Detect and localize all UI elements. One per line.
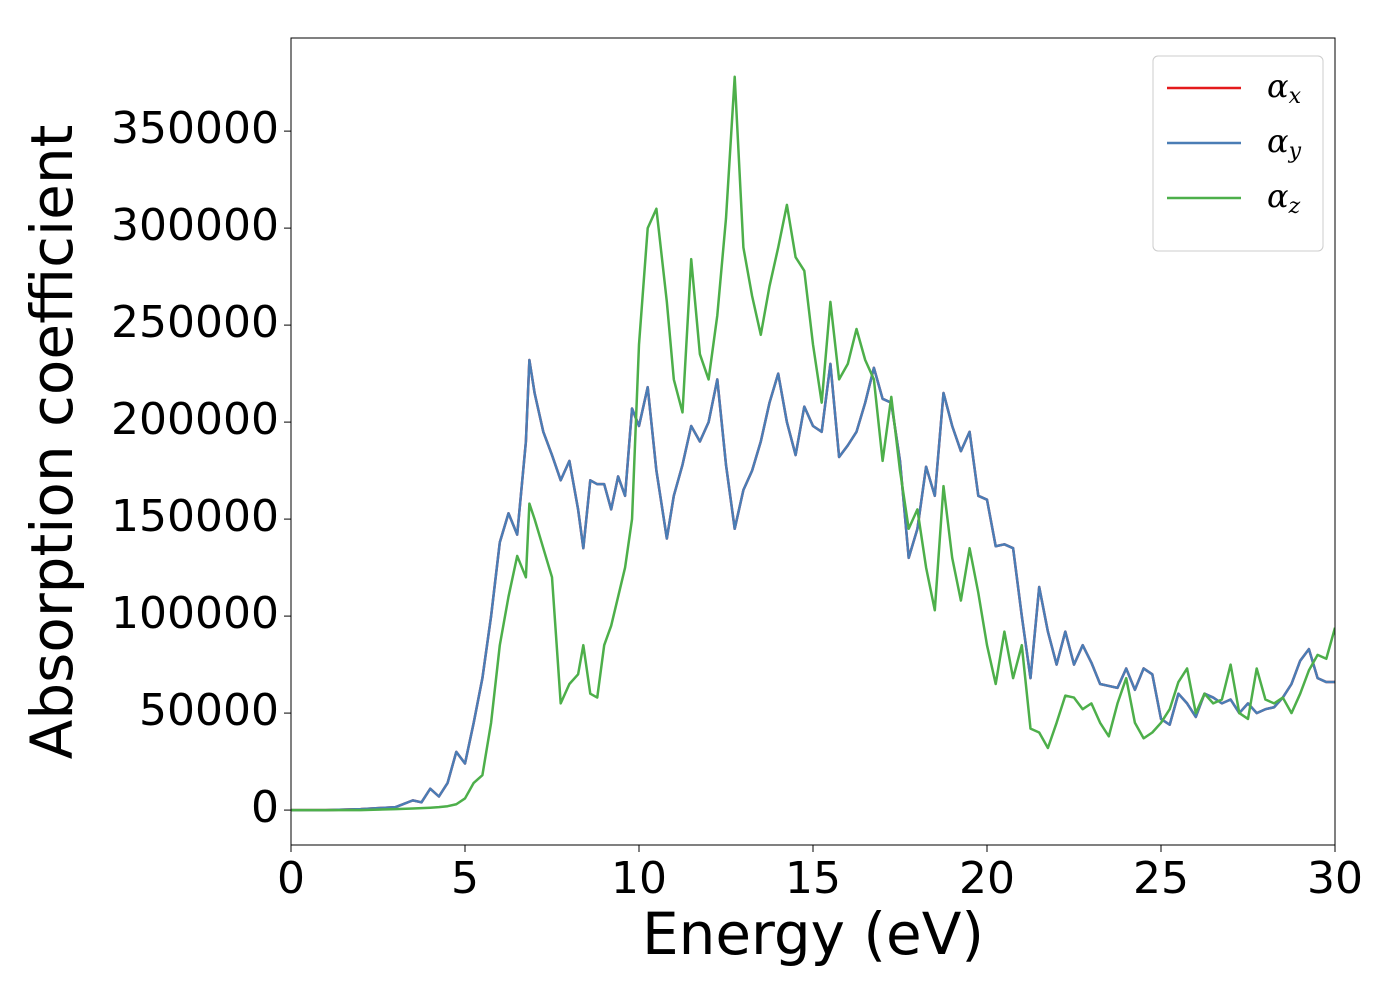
y-tick-label: 250000 [111,297,279,348]
y-tick-label: 150000 [111,491,279,542]
x-tick-label: 25 [1133,853,1189,904]
y-tick-label: 50000 [139,685,279,736]
x-tick-label: 15 [785,853,841,904]
plot-frame [290,37,1336,846]
x-tick-label: 5 [451,853,479,904]
y-tick-label: 200000 [111,394,279,445]
legend-label: αy [1267,122,1302,165]
legend-label: αx [1267,67,1302,110]
x-tick-label: 30 [1307,853,1363,904]
x-axis-label: Energy (eV) [642,900,984,968]
legend-label: αz [1267,177,1301,220]
series-line [291,358,1335,812]
x-tick-label: 10 [611,853,667,904]
y-tick-label: 0 [251,782,279,833]
x-tick-label: 20 [959,853,1015,904]
series-line [291,358,1335,812]
series-line [291,75,1335,812]
y-axis-label: Absorption coefficient [18,125,86,760]
legend-box [1152,55,1324,252]
y-tick-label: 350000 [111,103,279,154]
y-tick-label: 100000 [111,588,279,639]
x-tick-label: 0 [277,853,305,904]
y-tick-label: 300000 [111,200,279,251]
